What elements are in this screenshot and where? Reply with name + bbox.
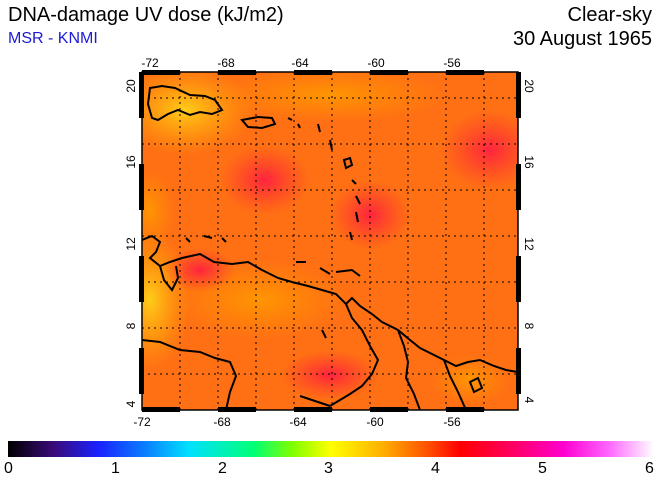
lat-tick-right: 16: [522, 155, 536, 169]
lon-tick-bottom: -72: [133, 415, 151, 429]
lon-tick-top: -68: [217, 56, 235, 70]
coastlines: [142, 84, 518, 410]
map-frame: [139, 70, 521, 412]
lat-tick-right: 4: [522, 397, 536, 404]
colorbar-label: 6: [645, 460, 654, 477]
uv-field: [142, 72, 518, 410]
lat-tick-left: 12: [124, 237, 138, 251]
lon-tick-top: -64: [291, 56, 309, 70]
lat-tick-right: 20: [522, 79, 536, 93]
sky-condition-label: Clear-sky: [567, 4, 652, 26]
colorbar-label: 3: [324, 460, 333, 477]
uv-dose-map: -72 -68 -64 -60 -56 -72 -68 -64 -60 -56 …: [124, 56, 536, 429]
lat-tick-right: 8: [522, 323, 536, 330]
lon-tick-bottom: -68: [213, 415, 231, 429]
colorbar-label: 5: [538, 460, 547, 477]
date-label: 30 August 1965: [512, 28, 652, 50]
lat-tick-right: 12: [522, 237, 536, 251]
lon-tick-top: -60: [367, 56, 385, 70]
lat-ticks-right: 4 8 12 16 20: [522, 79, 536, 403]
lat-tick-left: 16: [124, 155, 138, 169]
colorbar-label: 1: [111, 460, 120, 477]
lon-tick-top: -72: [141, 56, 159, 70]
lat-ticks-left: 4 8 12 16 20: [124, 79, 138, 407]
colorbar-label: 4: [431, 460, 440, 477]
colorbar-label: 0: [4, 460, 13, 477]
colorbar: [8, 441, 654, 457]
lat-tick-left: 8: [124, 322, 138, 329]
colorbar-label: 2: [218, 460, 227, 477]
lon-tick-bottom: -60: [366, 415, 384, 429]
lon-tick-bottom: -64: [289, 415, 307, 429]
lon-tick-top: -56: [443, 56, 461, 70]
graticule: [142, 72, 518, 410]
lat-tick-left: 4: [124, 400, 138, 407]
credit-label: MSR - KNMI: [8, 30, 98, 47]
lon-ticks-bottom: -72 -68 -64 -60 -56: [133, 415, 461, 429]
lon-ticks-top: -72 -68 -64 -60 -56: [141, 56, 461, 70]
map-title: DNA-damage UV dose (kJ/m2): [8, 4, 284, 26]
lat-tick-left: 20: [124, 79, 138, 93]
lon-tick-bottom: -56: [443, 415, 461, 429]
